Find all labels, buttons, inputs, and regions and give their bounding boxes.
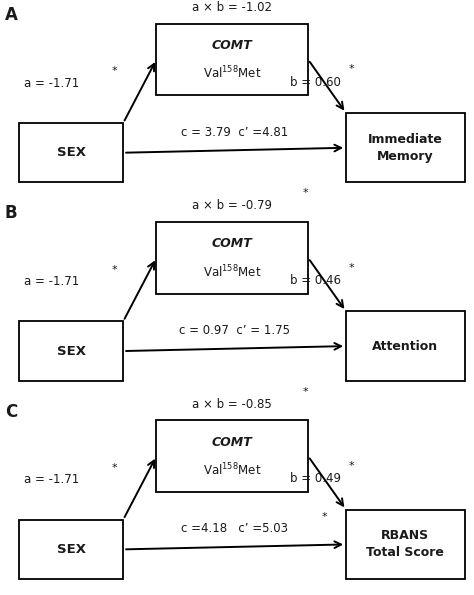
Text: a = -1.71: a = -1.71 [24, 77, 79, 90]
FancyBboxPatch shape [346, 510, 465, 579]
Text: RBANS
Total Score: RBANS Total Score [366, 530, 444, 559]
Text: a = -1.71: a = -1.71 [24, 474, 79, 487]
FancyBboxPatch shape [346, 311, 465, 381]
FancyBboxPatch shape [346, 113, 465, 183]
Text: *: * [111, 463, 117, 473]
Text: SEX: SEX [56, 345, 86, 358]
FancyBboxPatch shape [156, 24, 308, 95]
Text: a × b = -0.79: a × b = -0.79 [192, 199, 272, 212]
Text: Val$^{158}$Met: Val$^{158}$Met [203, 462, 262, 478]
FancyBboxPatch shape [19, 321, 123, 381]
Text: COMT: COMT [212, 436, 253, 449]
Text: SEX: SEX [56, 146, 86, 159]
Text: a × b = -1.02: a × b = -1.02 [192, 1, 272, 14]
Text: COMT: COMT [212, 237, 253, 250]
FancyBboxPatch shape [19, 123, 123, 183]
Text: *: * [322, 512, 328, 522]
Text: *: * [111, 265, 117, 275]
Text: C: C [5, 403, 17, 421]
Text: Val$^{158}$Met: Val$^{158}$Met [203, 65, 262, 82]
Text: *: * [303, 189, 309, 198]
Text: Val$^{158}$Met: Val$^{158}$Met [203, 264, 262, 280]
Text: b = 0.49: b = 0.49 [290, 472, 341, 486]
Text: b = 0.60: b = 0.60 [291, 76, 341, 89]
Text: c = 3.79  c’ =4.81: c = 3.79 c’ =4.81 [181, 126, 288, 139]
Text: B: B [5, 204, 18, 223]
Text: c =4.18   c’ =5.03: c =4.18 c’ =5.03 [181, 522, 288, 536]
Text: b = 0.46: b = 0.46 [290, 274, 341, 287]
FancyBboxPatch shape [156, 222, 308, 293]
Text: c = 0.97  c’ = 1.75: c = 0.97 c’ = 1.75 [179, 324, 290, 337]
Text: *: * [303, 387, 309, 397]
Text: SEX: SEX [56, 543, 86, 556]
Text: *: * [348, 461, 354, 471]
Text: a = -1.71: a = -1.71 [24, 275, 79, 288]
Text: *: * [348, 64, 354, 74]
Text: COMT: COMT [212, 39, 253, 52]
FancyBboxPatch shape [19, 519, 123, 579]
Text: *: * [111, 67, 117, 76]
Text: *: * [348, 263, 354, 273]
FancyBboxPatch shape [156, 421, 308, 492]
Text: Immediate
Memory: Immediate Memory [368, 133, 443, 163]
Text: a × b = -0.85: a × b = -0.85 [192, 397, 272, 411]
Text: A: A [5, 6, 18, 24]
Text: Attention: Attention [372, 340, 438, 353]
